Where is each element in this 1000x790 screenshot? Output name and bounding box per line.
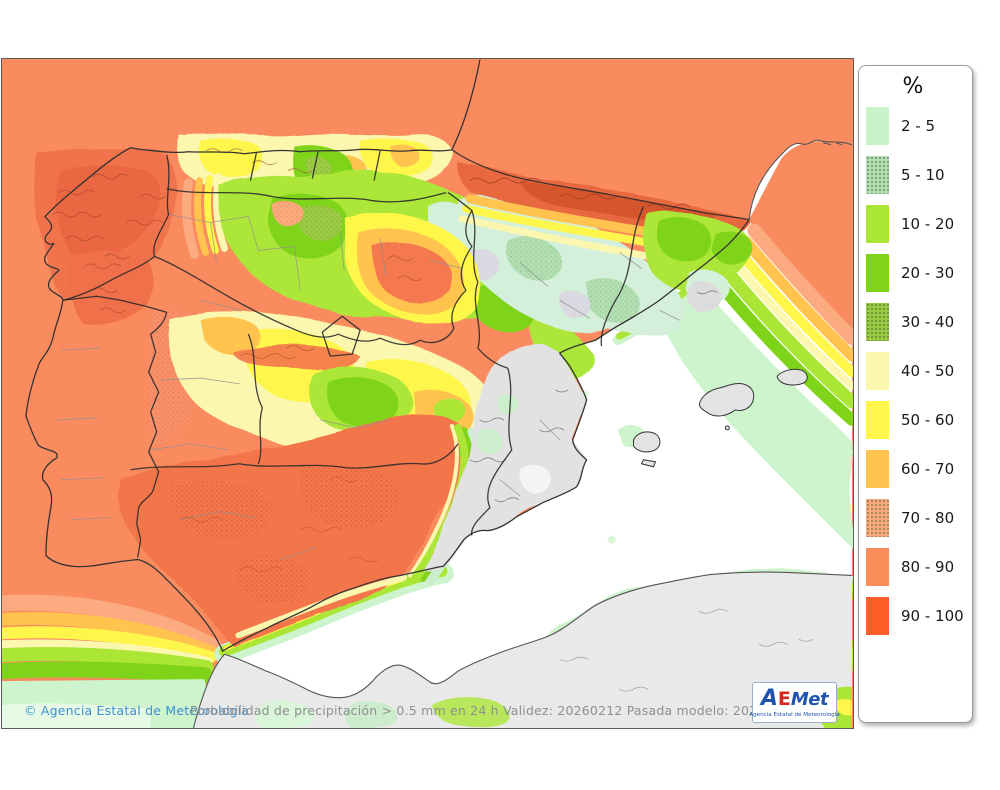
legend-item-label: 70 - 80 [901,509,955,527]
iberia-overlays [34,133,753,648]
legend-item: 20 - 30 [866,254,972,292]
map-canvas [2,59,853,728]
sw-sea-bands [2,594,223,728]
legend-color-chip [866,548,889,586]
legend-title: % [902,74,924,99]
legend-color-chip [866,107,889,145]
legend-item: 2 - 5 [866,107,972,145]
terrain-texture [52,148,814,692]
legend-color-chip [866,401,889,439]
legend-item: 80 - 90 [866,548,972,586]
legend-color-chip [866,597,889,635]
legend-item: 30 - 40 [866,303,972,341]
legend-item-label: 5 - 10 [901,166,945,184]
aemet-logo-letters-met: Met [790,688,829,710]
admin-borders [56,149,750,560]
legend-item: 50 - 60 [866,401,972,439]
legend-item: 40 - 50 [866,352,972,390]
coastlines [25,59,853,728]
legend-item-label: 50 - 60 [901,411,955,429]
africa-land [193,572,853,728]
precipitation-map [1,58,854,729]
legend-item-label: 60 - 70 [901,460,955,478]
legend-item-label: 2 - 5 [901,117,936,135]
legend-item-label: 10 - 20 [901,215,955,233]
aemet-logo-text: AEMet [760,685,829,711]
legend-item: 10 - 20 [866,205,972,243]
model-info-text: Probabilidad de precipitación > 0.5 mm e… [190,703,815,718]
legend-color-chip [866,352,889,390]
legend-item: 5 - 10 [866,156,972,194]
aemet-logo-letter-e: E [777,687,791,710]
legend-item: 60 - 70 [866,450,972,488]
legend-panel: % 2 - 5 5 - 10 10 - 20 20 - 30 30 - 40 4… [858,65,973,723]
aemet-logo-letter-a: A [760,685,778,711]
legend-color-chip [866,499,889,537]
aemet-logo: AEMet Agencia Estatal de Meteorología [749,682,840,723]
legend-color-chip [866,156,889,194]
legend-color-chip [866,303,889,341]
legend-color-chip [866,450,889,488]
legend-color-chip [866,205,889,243]
legend-item: 70 - 80 [866,499,972,537]
legend-color-chip [866,254,889,292]
balearic-islands [633,368,808,468]
aemet-logo-subtitle: Agencia Estatal de Meteorología [749,711,840,718]
legend-item-label: 90 - 100 [901,607,964,625]
legend-item-label: 80 - 90 [901,558,955,576]
legend-item-label: 20 - 30 [901,264,955,282]
legend-item-label: 40 - 50 [901,362,955,380]
attribution-text: © Agencia Estatal de Meteorología [24,703,250,718]
legend-item-label: 30 - 40 [901,313,955,331]
legend-item: 90 - 100 [866,597,972,635]
